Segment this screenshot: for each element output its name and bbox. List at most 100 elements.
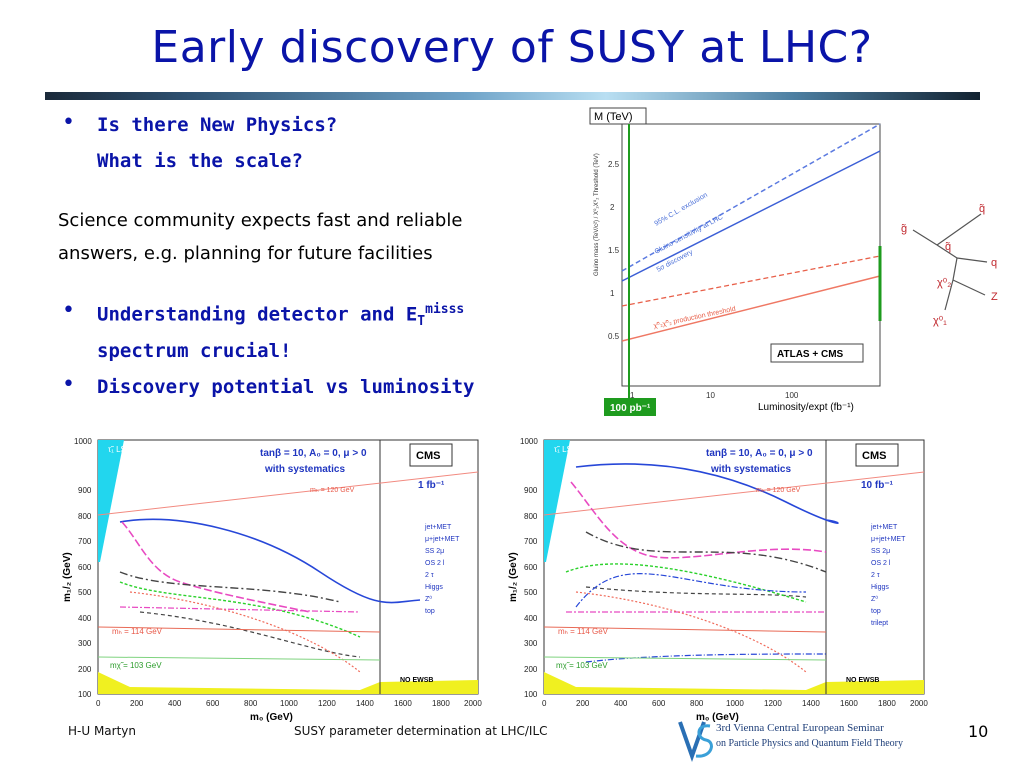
svg-text:q̃: q̃ bbox=[979, 203, 985, 215]
gluino-sensitivity-plot: M (TeV) Gluino mass (TeV/c²) / X⁰₂X⁰₂ Th… bbox=[589, 107, 882, 416]
svg-text:400: 400 bbox=[614, 699, 628, 708]
svg-text:800: 800 bbox=[690, 699, 704, 708]
svg-text:2000: 2000 bbox=[910, 699, 928, 708]
svg-text:900: 900 bbox=[524, 486, 538, 495]
svg-text:q: q bbox=[991, 257, 997, 269]
bullet-2-line2: spectrum crucial! bbox=[97, 340, 292, 362]
svg-text:400: 400 bbox=[78, 614, 92, 623]
svg-text:600: 600 bbox=[78, 563, 92, 572]
svg-text:10: 10 bbox=[706, 391, 715, 400]
svg-text:200: 200 bbox=[576, 699, 590, 708]
svg-text:100: 100 bbox=[785, 391, 799, 400]
svg-text:m₁/₂ (GeV): m₁/₂ (GeV) bbox=[508, 552, 519, 602]
svg-text:200: 200 bbox=[78, 665, 92, 674]
svg-text:q̃: q̃ bbox=[945, 241, 951, 253]
top-plot-side-label: Gluino mass (TeV/c²) / X⁰₂X⁰₂ Threshold … bbox=[593, 153, 600, 276]
svg-text:200: 200 bbox=[130, 699, 144, 708]
svg-text:2.5: 2.5 bbox=[608, 160, 620, 169]
svg-text:Higgs: Higgs bbox=[425, 584, 443, 591]
svg-text:1: 1 bbox=[630, 391, 635, 400]
footer-author: H-U Martyn bbox=[68, 724, 137, 738]
cms-reach-plot-1fb: τ̃₁ LSP tanβ = 10, A₀ = 0, μ > 0 with sy… bbox=[62, 437, 482, 722]
svg-text:g̃: g̃ bbox=[901, 223, 907, 235]
svg-text:trilept: trilept bbox=[871, 620, 888, 627]
svg-text:m₀ (GeV): m₀ (GeV) bbox=[250, 712, 293, 722]
svg-text:2 τ: 2 τ bbox=[871, 572, 880, 579]
svg-text:1800: 1800 bbox=[878, 699, 896, 708]
svg-text:mₕ = 114 GeV: mₕ = 114 GeV bbox=[558, 627, 609, 636]
svg-text:jet+MET: jet+MET bbox=[424, 524, 452, 531]
svg-text:mχ̃ = 103 GeV: mχ̃ = 103 GeV bbox=[556, 661, 608, 670]
seminar-logo-icon bbox=[678, 721, 713, 762]
svg-text:2 τ: 2 τ bbox=[425, 572, 434, 579]
svg-text:1: 1 bbox=[610, 289, 615, 298]
cms-reach-plot-10fb: τ̃₁ LSP tanβ = 10, A₀ = 0, μ > 0 with sy… bbox=[508, 437, 928, 722]
svg-text:1600: 1600 bbox=[840, 699, 858, 708]
svg-text:600: 600 bbox=[206, 699, 220, 708]
bullet-icon: • bbox=[62, 298, 75, 323]
svg-text:1000: 1000 bbox=[280, 699, 298, 708]
svg-text:tanβ = 10, A₀ = 0, μ > 0: tanβ = 10, A₀ = 0, μ > 0 bbox=[260, 448, 367, 459]
svg-text:600: 600 bbox=[524, 563, 538, 572]
top-plot-legend: ATLAS + CMS bbox=[777, 349, 844, 360]
svg-text:mₕ = 120 GeV: mₕ = 120 GeV bbox=[310, 487, 355, 494]
svg-text:OS 2 l: OS 2 l bbox=[871, 560, 891, 567]
svg-text:OS 2 l: OS 2 l bbox=[425, 560, 445, 567]
svg-text:800: 800 bbox=[78, 512, 92, 521]
svg-text:CMS: CMS bbox=[416, 450, 440, 462]
svg-text:1000: 1000 bbox=[520, 437, 538, 446]
svg-text:500: 500 bbox=[78, 588, 92, 597]
svg-text:1400: 1400 bbox=[356, 699, 374, 708]
svg-text:jet+MET: jet+MET bbox=[870, 524, 898, 531]
svg-text:NO EWSB: NO EWSB bbox=[846, 677, 879, 684]
svg-text:2: 2 bbox=[610, 203, 615, 212]
slide-title: Early discovery of SUSY at LHC? bbox=[151, 22, 873, 73]
svg-text:0.5: 0.5 bbox=[608, 332, 620, 341]
bullet-icon: • bbox=[62, 110, 75, 135]
svg-text:700: 700 bbox=[78, 537, 92, 546]
title-underline-bar bbox=[45, 92, 980, 100]
svg-text:300: 300 bbox=[524, 639, 538, 648]
marker-100pb: 100 pb⁻¹ bbox=[610, 403, 651, 414]
svg-text:1.5: 1.5 bbox=[608, 246, 620, 255]
seminar-line1: 3rd Vienna Central European Seminar bbox=[716, 722, 884, 734]
page-number: 10 bbox=[968, 722, 989, 741]
svg-text:top: top bbox=[871, 608, 881, 615]
svg-text:Z: Z bbox=[991, 291, 998, 303]
svg-text:μ+jet+MET: μ+jet+MET bbox=[425, 536, 460, 543]
svg-text:1200: 1200 bbox=[318, 699, 336, 708]
top-plot-ylabel: M (TeV) bbox=[594, 111, 633, 123]
svg-text:μ+jet+MET: μ+jet+MET bbox=[871, 536, 906, 543]
bullet-1-line1: Is there New Physics? bbox=[97, 114, 338, 136]
svg-text:1000: 1000 bbox=[726, 699, 744, 708]
svg-text:NO EWSB: NO EWSB bbox=[400, 677, 433, 684]
svg-text:1000: 1000 bbox=[74, 437, 92, 446]
svg-text:CMS: CMS bbox=[862, 450, 886, 462]
svg-text:SS 2μ: SS 2μ bbox=[871, 548, 890, 555]
svg-text:0: 0 bbox=[542, 699, 547, 708]
svg-text:tanβ = 10, A₀ = 0, μ > 0: tanβ = 10, A₀ = 0, μ > 0 bbox=[706, 448, 813, 459]
svg-text:SS 2μ: SS 2μ bbox=[425, 548, 444, 555]
svg-text:with systematics: with systematics bbox=[710, 464, 791, 475]
bullet-2-line1: Understanding detector and ETmisss bbox=[97, 302, 465, 330]
svg-text:1400: 1400 bbox=[802, 699, 820, 708]
bullet-icon: • bbox=[62, 372, 75, 397]
svg-text:100: 100 bbox=[524, 690, 538, 699]
svg-text:1600: 1600 bbox=[394, 699, 412, 708]
svg-text:χ⁰₂: χ⁰₂ bbox=[937, 277, 951, 289]
bullet-1-line2: What is the scale? bbox=[97, 150, 303, 172]
svg-text:τ̃₁ LSP: τ̃₁ LSP bbox=[108, 445, 131, 454]
svg-text:700: 700 bbox=[524, 537, 538, 546]
svg-text:500: 500 bbox=[524, 588, 538, 597]
svg-text:600: 600 bbox=[652, 699, 666, 708]
bullet-3-line1: Discovery potential vs luminosity bbox=[97, 376, 475, 398]
svg-text:mₕ = 114 GeV: mₕ = 114 GeV bbox=[112, 627, 163, 636]
svg-text:300: 300 bbox=[78, 639, 92, 648]
svg-text:100: 100 bbox=[78, 690, 92, 699]
paragraph-line1: Science community expects fast and relia… bbox=[58, 210, 463, 231]
top-plot-xlabel: Luminosity/expt (fb⁻¹) bbox=[758, 402, 854, 413]
svg-text:Z⁰: Z⁰ bbox=[425, 595, 432, 603]
svg-text:χ⁰₁: χ⁰₁ bbox=[933, 315, 947, 327]
svg-text:1 fb⁻¹: 1 fb⁻¹ bbox=[418, 480, 445, 491]
svg-text:900: 900 bbox=[78, 486, 92, 495]
